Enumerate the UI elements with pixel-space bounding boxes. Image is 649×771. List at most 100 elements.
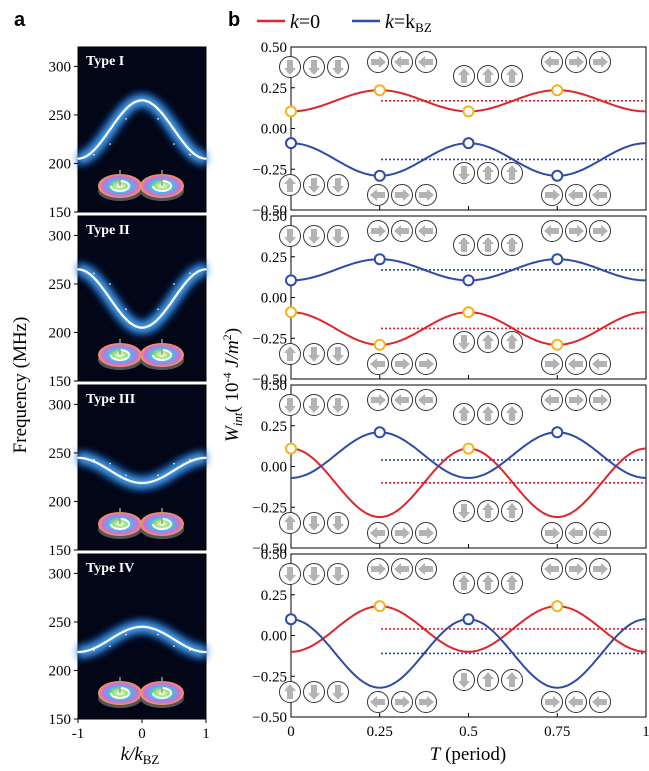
energy-marker bbox=[373, 253, 386, 266]
spin-arrow bbox=[593, 563, 608, 575]
energy-panel-3: −0.50 −0.25 0.00 0.25 0.50 bbox=[252, 378, 647, 557]
spin-arrow bbox=[482, 334, 494, 349]
ytick-label: 0.00 bbox=[261, 460, 287, 476]
energy-marker bbox=[462, 442, 475, 455]
spin-arrow bbox=[544, 563, 559, 575]
disk-swirl bbox=[110, 180, 130, 192]
panel-label-a: a bbox=[14, 9, 26, 31]
spin-arrow bbox=[332, 60, 344, 75]
spin-arrow bbox=[284, 60, 296, 75]
spin-arrow bbox=[371, 225, 386, 237]
dispersion-point bbox=[173, 143, 175, 145]
dispersion-point bbox=[125, 118, 127, 120]
ytick-label: −0.25 bbox=[252, 162, 287, 178]
disk-swirl bbox=[110, 349, 130, 361]
energy-marker bbox=[462, 306, 475, 319]
spin-arrow bbox=[569, 56, 584, 68]
ytick-label: 300 bbox=[49, 566, 72, 582]
energy-marker bbox=[551, 84, 564, 97]
ytick-label: 250 bbox=[49, 108, 72, 124]
spin-arrow bbox=[545, 189, 560, 201]
type-label: Type I bbox=[86, 54, 124, 69]
dispersion-point bbox=[125, 308, 127, 310]
spin-arrow bbox=[482, 237, 494, 252]
spin-arrow bbox=[593, 225, 608, 237]
spin-arrow bbox=[332, 347, 344, 362]
spin-arrow bbox=[395, 527, 410, 539]
dispersion-point bbox=[77, 157, 79, 160]
spin-arrow bbox=[506, 68, 518, 83]
energy-panel-4: −0.50 −0.25 0.00 0.25 0.50 bbox=[252, 547, 647, 726]
spin-arrow bbox=[458, 504, 470, 519]
energy-marker bbox=[373, 600, 386, 613]
spin-arrow bbox=[544, 56, 559, 68]
disk-swirl bbox=[110, 518, 130, 530]
energy-marker bbox=[373, 338, 386, 351]
spin-arrow bbox=[370, 527, 385, 539]
energy-marker bbox=[373, 426, 386, 439]
dispersion-point bbox=[93, 458, 95, 461]
dispersion-point bbox=[93, 272, 95, 275]
spin-arrow bbox=[332, 229, 344, 244]
ytick-label: 0.00 bbox=[261, 291, 287, 307]
spin-arrow bbox=[458, 237, 470, 252]
spin-arrow bbox=[394, 394, 409, 406]
ytick-label: −0.50 bbox=[252, 372, 287, 388]
spin-arrow bbox=[592, 189, 607, 201]
spin-arrow bbox=[308, 60, 320, 75]
ytick-label: 250 bbox=[49, 615, 72, 631]
spin-arrow bbox=[308, 347, 320, 362]
xlabel-period: T (period) bbox=[430, 744, 507, 765]
xtick-label: 0.25 bbox=[367, 724, 393, 740]
dispersion-point bbox=[205, 268, 207, 271]
spin-arrow bbox=[418, 394, 433, 406]
energy-panel-2: −0.50 −0.25 0.00 0.25 0.50 bbox=[252, 209, 647, 388]
dispersion-point bbox=[173, 462, 175, 465]
dispersion-point bbox=[173, 283, 175, 285]
xtick-label: 0.5 bbox=[459, 724, 478, 740]
spin-arrow bbox=[482, 503, 494, 518]
spin-arrow bbox=[544, 225, 559, 237]
xtick-label: 1 bbox=[642, 724, 649, 740]
spin-arrow bbox=[394, 563, 409, 575]
spin-arrow bbox=[593, 394, 608, 406]
dispersion-point bbox=[77, 456, 79, 459]
spin-arrow bbox=[332, 516, 344, 531]
spin-arrow bbox=[395, 358, 410, 370]
spin-arrow bbox=[506, 237, 518, 252]
dispersion-point bbox=[189, 272, 191, 275]
dispersion-point bbox=[205, 157, 207, 160]
ytick-label: 250 bbox=[49, 277, 72, 293]
spin-arrow bbox=[482, 406, 494, 421]
energy-marker bbox=[462, 613, 475, 626]
spin-arrow bbox=[506, 334, 518, 349]
xlabel-k: k/kBZ bbox=[121, 744, 160, 767]
spin-arrow bbox=[418, 56, 433, 68]
spin-arrow bbox=[458, 68, 470, 83]
energy-marker bbox=[285, 274, 297, 287]
dispersion-point bbox=[173, 645, 175, 648]
ytick-label: 200 bbox=[49, 156, 72, 172]
spin-arrow bbox=[545, 527, 560, 539]
spin-arrow bbox=[592, 696, 607, 708]
ytick-label: 150 bbox=[49, 712, 72, 728]
dispersion-point bbox=[77, 268, 79, 271]
dispersion-point bbox=[109, 462, 111, 465]
disk-swirl bbox=[152, 518, 172, 530]
ytick-label: −0.50 bbox=[252, 541, 287, 557]
spin-arrow bbox=[284, 177, 296, 192]
ytick-label: 0.00 bbox=[261, 629, 287, 645]
energy-marker bbox=[551, 338, 564, 351]
spin-arrow bbox=[418, 563, 433, 575]
spin-arrow bbox=[332, 567, 344, 582]
energy-series-line bbox=[291, 431, 646, 479]
dispersion-panel-4: Type IV 150 200 250 300 bbox=[49, 553, 207, 728]
ytick-label: 0.25 bbox=[261, 250, 287, 266]
dispersion-point bbox=[189, 153, 191, 156]
ytick-label: 200 bbox=[49, 325, 72, 341]
legend-label-blue: k=kBZ bbox=[385, 11, 432, 35]
ytick-label: −0.25 bbox=[252, 331, 287, 347]
energy-marker bbox=[373, 84, 386, 97]
xtick-label: 0.75 bbox=[544, 724, 570, 740]
